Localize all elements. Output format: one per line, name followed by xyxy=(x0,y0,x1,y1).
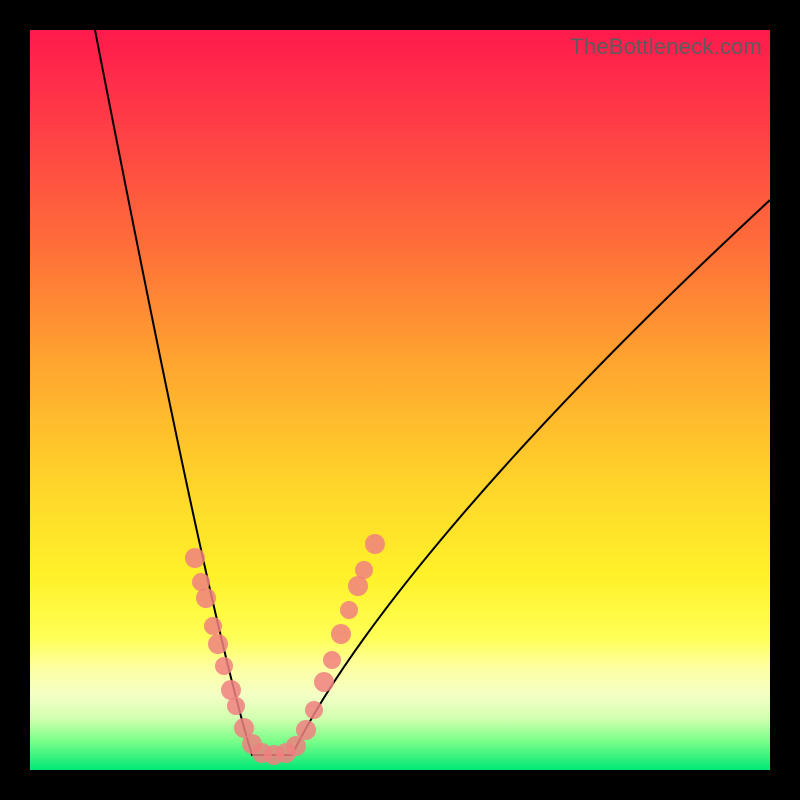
data-marker xyxy=(305,701,323,719)
data-marker xyxy=(227,697,245,715)
data-marker xyxy=(348,576,368,596)
data-marker xyxy=(314,672,334,692)
plot-area: TheBottleneck.com xyxy=(30,30,770,770)
data-marker xyxy=(215,657,233,675)
data-marker xyxy=(365,534,385,554)
data-marker xyxy=(355,561,373,579)
data-marker xyxy=(323,651,341,669)
data-marker xyxy=(185,548,205,568)
chart-frame: TheBottleneck.com xyxy=(0,0,800,800)
data-marker xyxy=(340,601,358,619)
data-marker xyxy=(296,720,316,740)
data-marker xyxy=(221,680,241,700)
watermark-text: TheBottleneck.com xyxy=(570,34,762,60)
data-marker xyxy=(331,624,351,644)
chart-svg xyxy=(30,30,770,770)
data-marker xyxy=(196,588,216,608)
data-marker xyxy=(204,617,222,635)
data-marker xyxy=(208,634,228,654)
